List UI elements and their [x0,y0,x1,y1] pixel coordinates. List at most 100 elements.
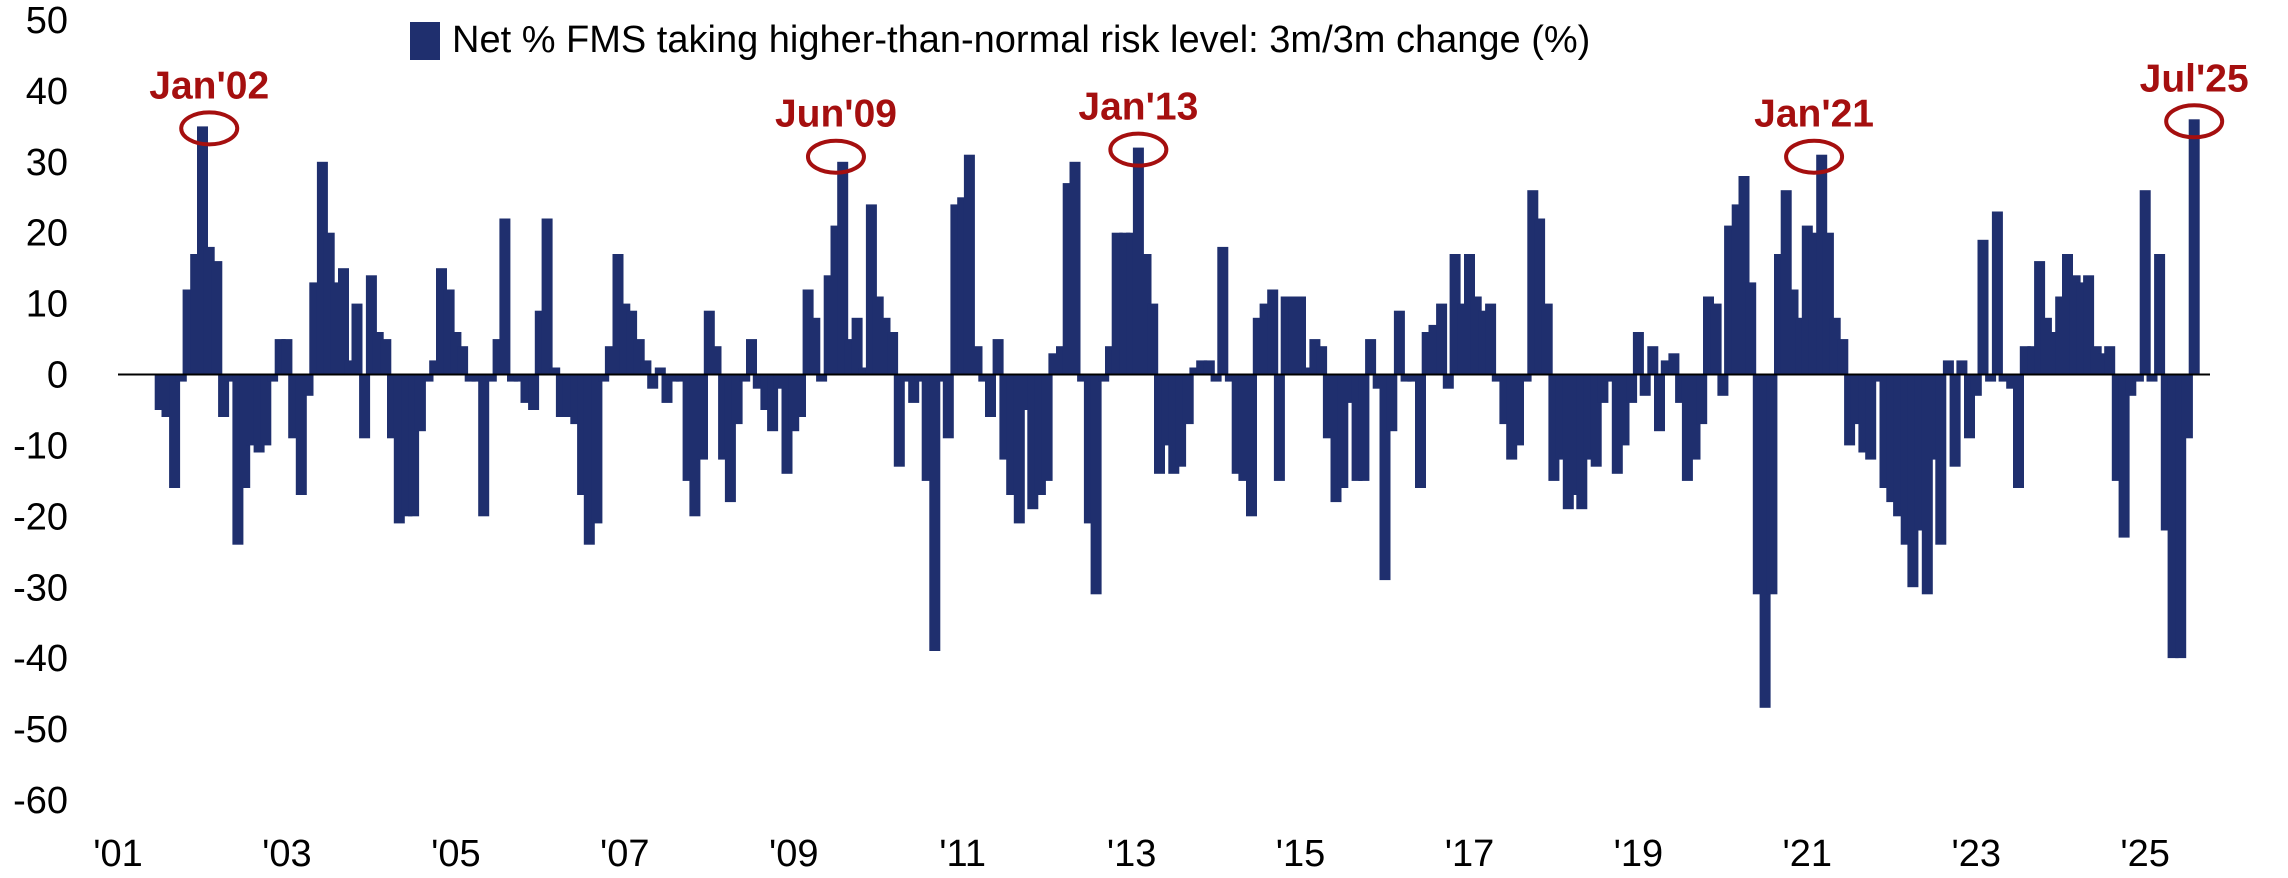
bar [1062,183,1074,375]
bar [851,317,863,375]
bar [1421,332,1433,375]
bar [1154,374,1165,474]
y-tick-label: -20 [13,496,68,538]
bar [1415,374,1426,488]
bar [281,339,293,375]
bar [393,374,405,524]
bar [2118,374,2130,538]
bar [710,346,722,375]
bar [1837,339,1849,375]
bar [1140,254,1152,375]
y-tick-label: -60 [13,780,68,822]
bar-series [154,119,2200,708]
bar [1090,374,1102,595]
bar [520,374,532,403]
bar [1886,374,1898,503]
bar [2090,346,2102,375]
bar [1147,303,1159,375]
bar [246,374,257,446]
bar [1681,374,1693,481]
bar [1991,211,2003,375]
bar [1400,374,1412,382]
bar [330,282,342,375]
bar [1379,374,1391,581]
bar [218,374,230,417]
bar [1569,374,1581,495]
bar [2013,374,2024,488]
y-tick-label: 10 [26,284,68,326]
bar [1428,324,1440,375]
bar [1675,374,1687,403]
bar [1801,225,1813,375]
bar [1583,374,1595,460]
bar [887,332,899,375]
bar [534,310,546,375]
bar [936,374,947,382]
bar [830,225,842,375]
bar [1977,239,1989,375]
peak-label: Jul'25 [2140,57,2249,100]
bar [1041,374,1053,481]
bar [1132,147,1144,375]
bar [528,374,540,410]
bar [2019,346,2031,375]
bar [781,374,793,474]
bar [1069,161,1081,375]
bar [1161,374,1173,446]
bar [1654,374,1665,432]
bar [450,332,462,375]
bar [513,374,525,382]
bar [2062,254,2073,375]
bar [2160,374,2172,531]
bar [1506,374,1518,460]
bar [1098,374,1110,382]
bar [414,374,426,432]
bar [1083,374,1095,524]
bar [654,367,666,375]
legend-swatch [410,22,440,60]
bar [583,374,595,545]
bar [1168,374,1180,474]
bar [1970,374,1982,396]
bar [2097,353,2109,375]
bar [169,374,181,488]
x-tick-label: '25 [2120,833,2170,875]
bar [1738,176,1750,375]
peak-circle [1784,138,1845,175]
bar [999,374,1011,460]
legend: Net % FMS taking higher-than-normal risk… [410,19,1590,61]
bar [921,374,933,481]
bar [1668,353,1680,375]
bar [703,310,715,375]
bar [1217,246,1229,375]
bar [365,275,377,375]
bar [260,374,272,446]
bar [1795,317,1807,375]
bar [302,374,314,396]
bar [2139,190,2151,375]
bar [908,374,920,403]
bar [682,374,694,481]
peak-circle [2164,103,2225,140]
bar [577,374,589,495]
bar [1027,374,1039,510]
bar [351,303,363,375]
bar [316,161,328,375]
bar [1111,232,1123,375]
bar [1816,154,1828,375]
bar [372,332,384,375]
bar [858,367,870,375]
bar [1407,374,1419,382]
bar [344,360,356,375]
bar [1879,374,1891,488]
y-tick-label: -40 [13,638,68,680]
bar [401,374,413,517]
bar [788,374,800,432]
bar [2132,374,2144,382]
bar [1470,296,1482,375]
bar [1724,225,1736,375]
bar [1442,374,1454,389]
x-tick-label: '09 [769,833,819,875]
bar [957,197,969,375]
